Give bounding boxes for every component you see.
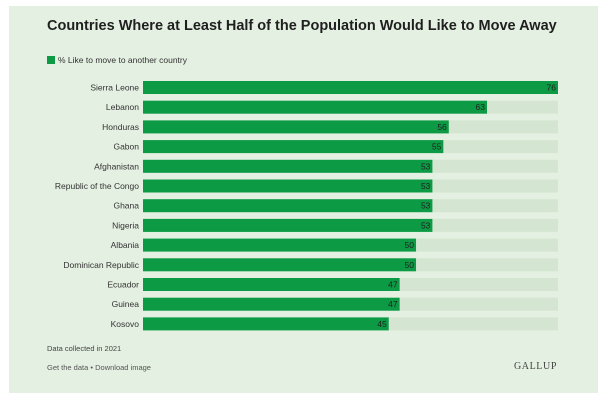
bar	[143, 81, 558, 94]
category-label: Guinea	[112, 299, 140, 309]
bar	[143, 258, 417, 272]
chart-panel: Countries Where at Least Half of the Pop…	[9, 6, 598, 393]
value-label: 53	[421, 181, 431, 191]
category-label: Sierra Leone	[90, 83, 139, 93]
value-label: 53	[421, 220, 431, 230]
category-label: Honduras	[102, 122, 139, 132]
bar	[143, 100, 488, 114]
bar	[143, 120, 449, 134]
value-label: 63	[476, 102, 486, 112]
chart-title: Countries Where at Least Half of the Pop…	[47, 18, 557, 34]
bar	[143, 278, 400, 291]
bar	[143, 218, 433, 232]
value-label: 53	[421, 201, 431, 211]
value-label: 47	[388, 280, 398, 290]
download-image-link[interactable]: Download image	[95, 363, 151, 372]
value-label: 47	[388, 299, 398, 309]
category-label: Dominican Republic	[63, 260, 139, 270]
gallup-logo: GALLUP	[513, 361, 557, 372]
bar	[143, 159, 433, 173]
value-label: 56	[437, 122, 447, 132]
category-label: Nigeria	[112, 220, 139, 230]
value-label: 76	[547, 83, 557, 93]
footer-separator: •	[90, 363, 94, 372]
category-label: Lebanon	[106, 102, 139, 112]
get-data-link[interactable]: Get the data	[47, 363, 89, 372]
category-label: Albania	[111, 240, 140, 250]
data-note: Data collected in 2021	[47, 344, 122, 353]
bar	[143, 238, 417, 252]
legend-swatch	[47, 56, 55, 64]
category-label: Gabon	[113, 142, 139, 152]
category-label: Kosovo	[111, 319, 140, 329]
category-label: Republic of the Congo	[55, 181, 139, 191]
value-label: 45	[377, 319, 387, 329]
bar	[143, 317, 389, 331]
legend-label: % Like to move to another country	[58, 55, 187, 65]
value-label: 55	[432, 142, 442, 152]
bar	[143, 140, 444, 154]
category-label: Ghana	[113, 201, 139, 211]
bar	[143, 297, 400, 311]
value-label: 53	[421, 161, 431, 171]
value-label: 50	[405, 260, 415, 270]
bar	[143, 179, 433, 193]
category-label: Afghanistan	[94, 161, 139, 171]
bar-chart: Sierra Leone 76 Lebanon 63 Honduras 56 Gabon 55…	[55, 81, 558, 331]
category-label: Ecuador	[107, 280, 139, 290]
legend: % Like to move to another country	[47, 55, 187, 65]
value-label: 50	[405, 240, 415, 250]
footer-links: Get the data • Download image	[47, 363, 151, 372]
bar	[143, 199, 433, 213]
